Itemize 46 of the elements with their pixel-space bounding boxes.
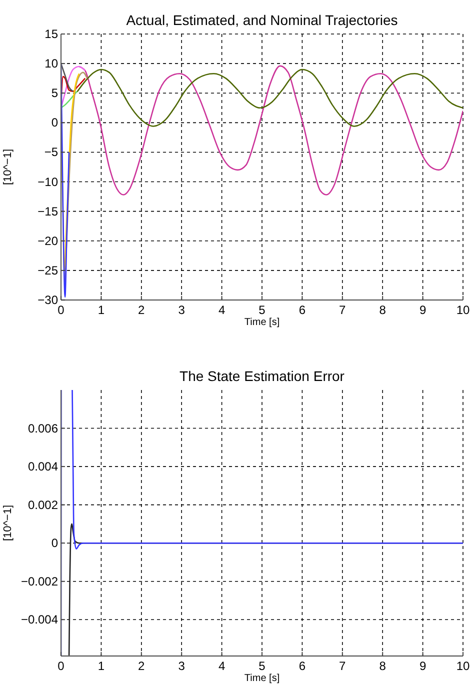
y-tick-label: 0 [51,116,58,130]
x-tick-label: 7 [339,303,346,317]
y-axis-title: [10^−1] [2,504,14,542]
x-tick-label: 6 [298,659,306,673]
x-tick-label: 3 [178,659,186,673]
x-tick-label: 5 [258,659,266,673]
x-tick-label: 2 [138,303,146,317]
line-series [61,90,78,109]
x-axis-title: Time [s] [244,317,280,328]
line-series [61,62,74,92]
x-axis-title: Time [s] [244,673,280,684]
x-tick-label: 1 [98,659,105,673]
line-series [76,68,463,127]
x-tick-label: 3 [178,303,186,317]
y-tick-label: −30 [38,293,58,307]
x-tick-label: 9 [419,659,426,673]
y-tick-label: −25 [38,263,58,278]
y-tick-label: 0.002 [28,498,58,512]
x-tick-label: 6 [298,303,306,317]
y-tick-label: 10 [44,56,58,71]
x-tick-label: 4 [218,303,226,317]
x-tick-label: 7 [339,659,346,673]
x-tick-label: 10 [456,659,470,673]
y-tick-label: −10 [38,174,58,189]
x-tick-label: 8 [379,303,386,317]
y-tick-label: −5 [44,145,58,160]
x-tick-label: 9 [419,303,426,317]
x-tick-label: 1 [98,303,105,317]
y-tick-label: 0.006 [28,421,58,436]
y-tick-label: −15 [38,204,58,218]
line-series [78,65,463,196]
y-axis-title: [10^−1] [2,148,14,186]
y-tick-label: 0.004 [28,460,58,474]
y-tick-label: 0 [51,536,58,550]
chart-title: Actual, Estimated, and Nominal Trajectories [126,12,398,28]
x-tick-label: 8 [379,659,386,673]
x-tick-label: 4 [218,659,226,673]
y-tick-label: 5 [51,86,58,100]
x-tick-label: 5 [258,303,266,317]
y-tick-label: −0.002 [20,574,58,588]
x-tick-label: 10 [456,303,470,317]
y-tick-label: −20 [38,234,58,248]
y-tick-label: −0.004 [20,612,58,627]
chart-title: The State Estimation Error [180,368,345,384]
y-tick-label: 15 [44,27,58,41]
x-tick-label: 2 [138,659,146,673]
